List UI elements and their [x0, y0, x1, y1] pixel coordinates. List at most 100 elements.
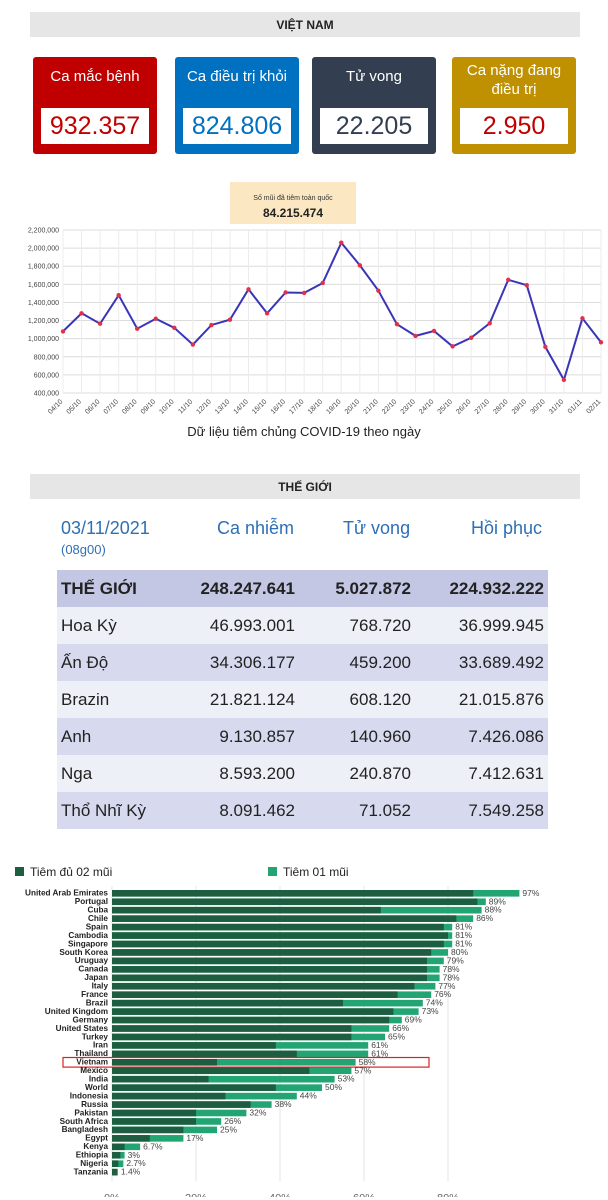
bar-full	[112, 1101, 251, 1108]
y-tick-label: 1,400,000	[28, 300, 59, 307]
category-label: Spain	[86, 922, 108, 931]
world-table-body: THẾ GIỚI 248.247.641 5.027.872 224.932.222 H…	[57, 570, 548, 829]
data-point	[135, 326, 140, 331]
bar-chart-legend: Tiêm đủ 02 mũi Tiêm 01 mũi	[15, 865, 349, 879]
vaccine-callout-box	[230, 182, 356, 224]
x-tick-label: 20%	[185, 1192, 207, 1197]
x-tick-label: 80%	[437, 1192, 459, 1197]
x-tick-label: 02/11	[585, 398, 602, 415]
data-point	[301, 290, 307, 296]
cell-cases: 34.306.177	[209, 652, 295, 672]
bar-full	[112, 1033, 352, 1041]
cell-cases: 8.091.462	[219, 800, 295, 820]
category-label: Pakistan	[74, 1108, 108, 1117]
bar-row: Chile 86%	[88, 913, 494, 923]
bar-full	[112, 1042, 276, 1049]
table-row: Brazin 21.821.124 608.120 21.015.876	[57, 681, 548, 718]
y-tick-label: 600,000	[34, 372, 59, 379]
cases-value: 932.357	[41, 108, 149, 144]
legend-full-swatch	[15, 867, 24, 876]
vaccination-line-chart: 400,000 600,000 800,000 1,000,000 1,200,000 1…	[28, 182, 604, 439]
bar-row: Mexico 57%	[80, 1065, 372, 1075]
value-label: 25%	[220, 1124, 237, 1134]
bar-full	[112, 1008, 394, 1015]
x-tick-label: 28/10	[492, 398, 509, 415]
data-point	[153, 316, 158, 321]
value-label: 69%	[405, 1015, 422, 1025]
category-label: Brazil	[86, 998, 108, 1007]
x-tick-label: 16/10	[270, 398, 287, 415]
bar-row: South Africa 26%	[60, 1116, 242, 1126]
bar-chart-x-ticks: 0% 20% 40% 60% 80%	[104, 1192, 459, 1197]
value-label: 66%	[392, 1023, 409, 1033]
value-label: 78%	[443, 972, 460, 982]
category-label: Egypt	[85, 1134, 108, 1143]
category-label: Bangladesh	[62, 1125, 108, 1134]
data-point	[97, 321, 103, 326]
x-tick-label: 18/10	[307, 398, 324, 415]
category-label: Mexico	[80, 1066, 108, 1075]
bar-full	[112, 1135, 150, 1142]
category-label: Indonesia	[70, 1091, 109, 1100]
y-tick-label: 2,200,000	[28, 228, 59, 235]
vaccine-callout-label: Số mũi đã tiêm toàn quốc	[253, 193, 333, 202]
value-label: 89%	[489, 896, 506, 906]
value-label: 73%	[422, 1006, 439, 1016]
data-point	[79, 311, 84, 316]
bar-row: Kenya 6.7%	[83, 1141, 163, 1151]
category-label: Portugal	[75, 897, 108, 906]
value-label: 38%	[275, 1099, 292, 1109]
bar-row: Turkey 65%	[82, 1031, 406, 1041]
value-label: 3%	[128, 1150, 141, 1160]
category-label: Germany	[73, 1015, 109, 1024]
value-label: 32%	[249, 1108, 266, 1118]
data-point	[413, 333, 418, 339]
deaths-card: Tử vong 22.205	[312, 57, 436, 154]
bar-full	[112, 999, 343, 1007]
x-tick-label: 30/10	[529, 398, 546, 415]
bar-full	[112, 966, 427, 973]
cell-cases: 21.821.124	[209, 689, 295, 709]
data-point	[561, 377, 567, 383]
y-tick-label: 800,000	[34, 354, 59, 361]
bar-full	[112, 1059, 217, 1066]
data-point	[339, 240, 344, 245]
value-label: 77%	[438, 981, 455, 991]
bar-row: South Korea 80%	[59, 947, 468, 957]
value-label: 17%	[186, 1133, 203, 1143]
cell-deaths: 71.052	[359, 800, 411, 820]
value-label: 81%	[455, 922, 472, 932]
x-tick-label: 04/10	[47, 398, 64, 415]
bar-row: United States 66%	[56, 1023, 410, 1033]
category-label: Cuba	[88, 906, 109, 915]
x-tick-label: 07/10	[103, 398, 120, 415]
data-point	[431, 328, 437, 334]
x-tick-label: 22/10	[381, 398, 398, 415]
bar-full	[112, 1118, 196, 1125]
value-label: 79%	[447, 955, 464, 965]
bar-row: Germany 69%	[73, 1015, 423, 1025]
value-label: 50%	[325, 1082, 342, 1092]
bar-row: Thailand 61%	[74, 1048, 388, 1058]
bar-full	[112, 1168, 118, 1176]
data-point	[506, 277, 511, 283]
value-label: 58%	[359, 1057, 376, 1067]
bar-row: United Kingdom 73%	[45, 1006, 439, 1016]
value-label: 6.7%	[143, 1141, 163, 1151]
bar-row: Iran 61%	[93, 1040, 389, 1050]
line-chart-x-ticks: 04/10 05/10 06/10 07/10 08/10 09/10 10/10 11/10…	[47, 398, 602, 415]
x-tick-label: 19/10	[325, 398, 342, 415]
bar-full	[112, 1084, 276, 1091]
table-row: Hoa Kỳ 46.993.001 768.720 36.999.945	[57, 607, 548, 644]
cell-recovered: 33.689.492	[458, 652, 544, 672]
bar-row: Japan 78%	[84, 972, 460, 982]
data-point	[116, 293, 121, 298]
bar-partial	[112, 1143, 141, 1151]
bar-row: United Arab Emirates 97%	[25, 888, 540, 898]
world-table: 03/11/2021 (08g00) Ca nhiễm Tử vong Hồi …	[57, 512, 548, 829]
y-tick-label: 2,000,000	[28, 246, 59, 253]
bar-full	[112, 974, 427, 982]
category-label: India	[89, 1075, 109, 1084]
bar-full	[112, 1143, 125, 1151]
value-label: 81%	[455, 939, 472, 949]
